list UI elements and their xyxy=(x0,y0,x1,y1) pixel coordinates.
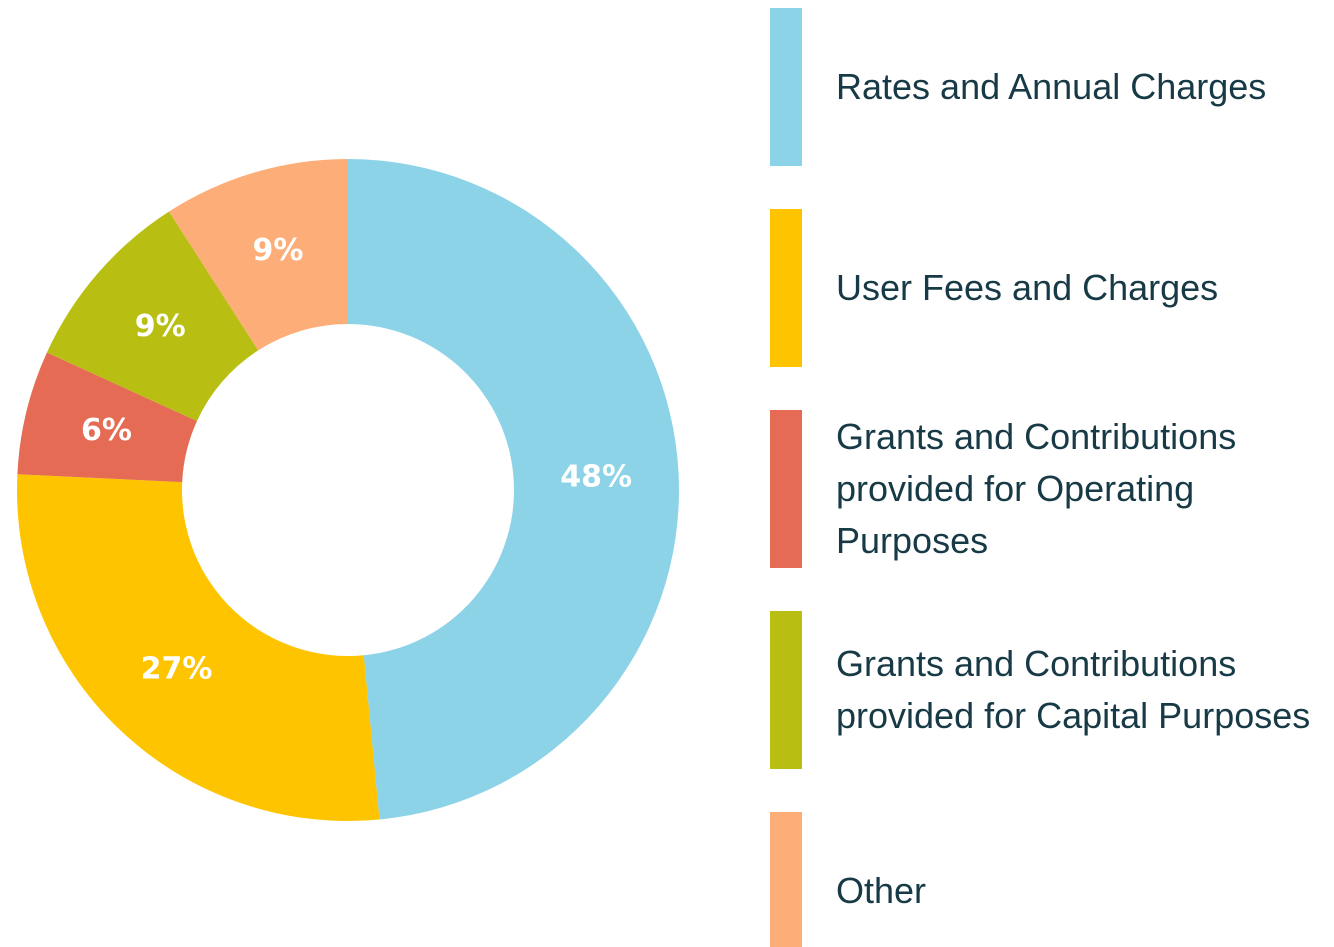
legend-swatch xyxy=(770,8,802,166)
legend-item: Grants and Contributions provided for Ca… xyxy=(770,611,1316,769)
legend-swatch xyxy=(770,812,802,947)
legend-label: Rates and Annual Charges xyxy=(836,65,1267,107)
legend-item: Other xyxy=(770,812,1316,947)
chart: 48% 27% 6% 9% 9% xyxy=(17,159,680,821)
data-label: 6% xyxy=(81,413,132,448)
donut-slice xyxy=(17,352,198,483)
legend-label: Grants and Contributions provided for Op… xyxy=(836,415,1237,562)
legend: Rates and Annual Charges User Fees and Ch… xyxy=(770,0,1330,947)
data-label: 9% xyxy=(253,233,304,268)
donut-slice xyxy=(169,159,348,351)
data-label: 27% xyxy=(141,651,213,686)
legend-label: Other xyxy=(836,869,927,911)
legend-swatch xyxy=(770,410,802,568)
data-label: 9% xyxy=(135,309,186,344)
legend-label: User Fees and Charges xyxy=(836,266,1219,308)
donut-slice xyxy=(17,474,380,821)
legend-label: Grants and Contributions provided for Ca… xyxy=(836,642,1311,736)
data-label: 48% xyxy=(560,460,632,495)
legend-item: Grants and Contributions provided for Op… xyxy=(770,410,1316,568)
legend-swatch xyxy=(770,209,802,367)
legend-item: User Fees and Charges xyxy=(770,209,1316,367)
legend-swatch xyxy=(770,611,802,769)
donut-slice xyxy=(348,159,680,820)
legend-item: Rates and Annual Charges xyxy=(770,8,1316,166)
donut-slice xyxy=(46,211,259,422)
